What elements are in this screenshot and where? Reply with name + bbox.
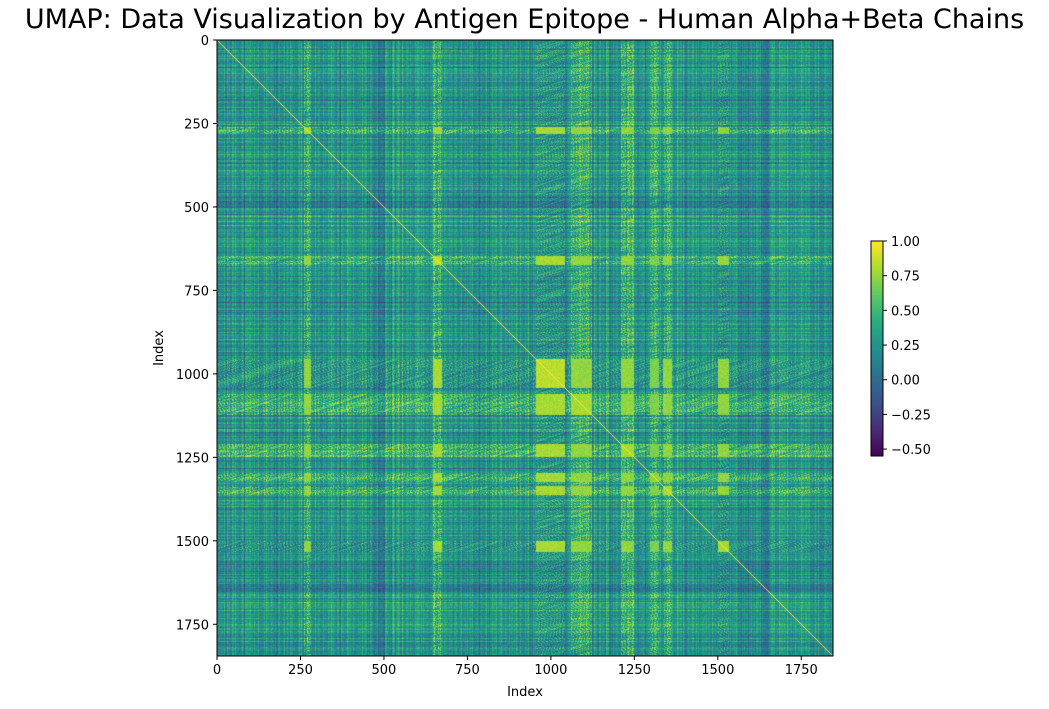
x-tick-label: 500 — [372, 663, 397, 678]
colorbar-tick-label: 0.75 — [891, 270, 920, 285]
y-axis: 0 250 500 750 1000 1250 1500 1750 — [176, 34, 217, 633]
x-tick-label: 0 — [213, 663, 221, 678]
colorbar-axis: 1.00 0.75 0.50 0.25 0.00 −0.25 −0.50 — [883, 235, 931, 458]
y-tick-label: 750 — [184, 284, 209, 299]
colorbar-tick-label: −0.25 — [891, 408, 931, 423]
y-tick-label: 1500 — [176, 535, 209, 550]
plot-frame — [216, 39, 834, 657]
x-axis: 0 250 500 750 1000 1250 1500 1750 — [213, 656, 818, 678]
x-tick-label: 1000 — [534, 663, 567, 678]
x-tick-label: 1500 — [701, 663, 734, 678]
y-tick-label: 250 — [184, 117, 209, 132]
y-tick-label: 0 — [201, 34, 209, 49]
heatmap-image-frame — [217, 40, 833, 656]
y-tick-label: 1750 — [176, 618, 209, 633]
x-tick-label: 750 — [455, 663, 480, 678]
colorbar-tick-label: 0.25 — [891, 339, 920, 354]
x-tick-label: 1250 — [618, 663, 651, 678]
y-axis-label: Index — [152, 330, 167, 366]
chart-title: UMAP: Data Visualization by Antigen Epit… — [24, 4, 1025, 35]
colorbar-tick-label: 0.50 — [891, 304, 920, 319]
colorbar — [870, 240, 884, 457]
colorbar-tick-label: 0.00 — [891, 374, 920, 389]
colorbar-tick-label: −0.50 — [891, 443, 931, 458]
y-tick-label: 1000 — [176, 368, 209, 383]
heatmap-image — [217, 40, 833, 656]
colorbar-tick-label: 1.00 — [891, 235, 920, 250]
y-tick-label: 500 — [184, 201, 209, 216]
x-tick-label: 1750 — [785, 663, 818, 678]
x-tick-label: 250 — [288, 663, 313, 678]
x-axis-label: Index — [507, 685, 543, 700]
y-tick-label: 1250 — [176, 451, 209, 466]
